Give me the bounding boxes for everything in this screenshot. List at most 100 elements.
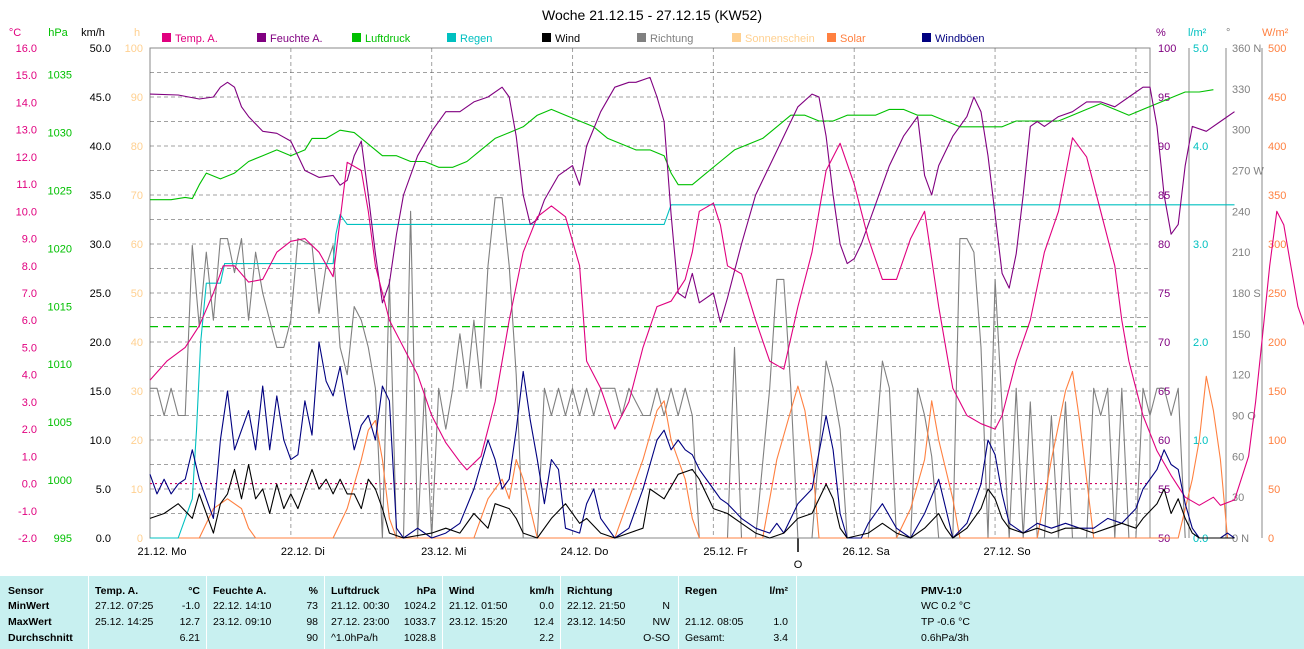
avg-value: 90 [306, 632, 318, 644]
col-humidity: Feuchte A. % 22.12. 14:10 73 23.12. 09:1… [206, 576, 324, 649]
axis-tick-label: 10 [131, 484, 143, 496]
axis-tick-label: -1.0 [18, 506, 37, 518]
max-value: 1033.7 [403, 616, 436, 628]
legend-swatch [827, 33, 836, 42]
min-time: 21.12. 01:50 [449, 600, 508, 612]
col-title: PMV-1:0 [921, 585, 962, 597]
max-value: 1.0 [773, 616, 788, 628]
max-time: 23.12. 15:20 [449, 616, 508, 628]
series-lines [149, 76, 1304, 539]
legend-swatch [447, 33, 456, 42]
total-value: 3.4 [773, 632, 788, 644]
max-time: 23.12. 09:10 [213, 616, 272, 628]
axis-tick-label: 15.0 [90, 386, 111, 398]
max-value: NW [652, 616, 671, 628]
axis-tick-label: 360 N [1232, 43, 1261, 55]
max-value: 12.4 [533, 616, 554, 628]
axis-tick-label: 50 [1158, 533, 1170, 545]
axis-tick-label: 2.0 [1193, 337, 1208, 349]
statistics-table: Sensor MinWert MaxWert Durchschnitt Temp… [0, 576, 1304, 649]
axis-tick-label: 1000 [48, 475, 72, 487]
axis-tick-label: 270 W [1232, 166, 1264, 178]
axis-tick-label: 300 [1268, 239, 1286, 251]
col-wind: Wind km/h 21.12. 01:50 0.0 23.12. 15:20 … [442, 576, 560, 649]
axis-tick-label: 350 [1268, 190, 1286, 202]
axis-tick-label: 0 N [1232, 533, 1249, 545]
legend-label: Wind [555, 33, 580, 45]
axis-tick-label: 3.0 [22, 397, 37, 409]
max-time: 25.12. 14:25 [95, 616, 154, 628]
axis-tick-label: 40.0 [90, 141, 111, 153]
axis-tick-label: 80 [1158, 239, 1170, 251]
avg-value: 6.21 [179, 632, 200, 644]
axis-tick-label: 45.0 [90, 92, 111, 104]
axis-tick-label: 3.0 [1193, 239, 1208, 251]
legend-label: Temp. A. [175, 33, 218, 45]
axis-tick-label: 200 [1268, 337, 1286, 349]
legend: Temp. A. Feuchte A. Luftdruck Regen Wind Rich… [162, 33, 985, 45]
axis-unit-label: hPa [48, 27, 68, 39]
axis-tick-label: 120 [1232, 370, 1250, 382]
axis-tick-label: 1035 [48, 70, 72, 82]
col-title: Regen [685, 585, 718, 597]
axis-tick-label: 1015 [48, 301, 72, 313]
min-value: 1024.2 [403, 600, 436, 612]
axis-tick-label: 12.0 [16, 152, 37, 164]
axis-tick-label: 60 [1232, 451, 1244, 463]
avg-value: 1028.8 [403, 632, 436, 644]
col-temp: Temp. A. °C 27.12. 07:25 -1.0 25.12. 14:… [88, 576, 206, 649]
min-time: 22.12. 14:10 [213, 600, 272, 612]
weather-chart: Woche 21.12.15 - 27.12.15 (KW52) 16.0 15.… [8, 7, 1304, 571]
axis-tick-label: 7.0 [22, 288, 37, 300]
axis-tick-label: 65 [1158, 386, 1170, 398]
axis-tick-label: 1.0 [1193, 435, 1208, 447]
series-line-luftdruck [150, 89, 1214, 201]
min-value: 0.0 [539, 600, 554, 612]
axis-tick-label: 40 [131, 337, 143, 349]
axis-tick-label: 1005 [48, 417, 72, 429]
axis-tick-label: 70 [131, 190, 143, 202]
x-tick-label: 24.12. Do [561, 546, 609, 558]
axis-tick-label: 5.0 [1193, 43, 1208, 55]
x-tick-label: 27.12. So [984, 546, 1031, 558]
legend-swatch [637, 33, 646, 42]
col-unit: l/m² [769, 585, 788, 597]
axis-tick-label: 75 [1158, 288, 1170, 300]
col-title: Sensor [8, 585, 44, 597]
axis-tick-label: 180 S [1232, 288, 1261, 300]
x-tick-label: 22.12. Di [281, 546, 325, 558]
axis-tick-label: 80 [131, 141, 143, 153]
axis-tick-label: 500 [1268, 43, 1286, 55]
axis-tick-label: 450 [1268, 92, 1286, 104]
axis-tick-label: 20.0 [90, 337, 111, 349]
max-value: 98 [306, 616, 318, 628]
col-title: Richtung [567, 585, 613, 597]
min-time: 27.12. 07:25 [95, 600, 154, 612]
legend-swatch [257, 33, 266, 42]
col-title: Wind [449, 585, 475, 597]
col-direction: Richtung 22.12. 21:50 N 23.12. 14:50 NW … [560, 576, 678, 649]
max-time: 27.12. 23:00 [331, 616, 390, 628]
legend-swatch [542, 33, 551, 42]
min-value: N [662, 600, 670, 612]
axis-tick-label: 150 [1268, 386, 1286, 398]
axis-tick-label: 14.0 [16, 97, 37, 109]
axis-tick-label: 995 [54, 533, 72, 545]
legend-label: Sonnenschein [745, 33, 815, 45]
bottom-marker: O [794, 559, 803, 571]
col-title: Temp. A. [95, 585, 139, 597]
axis-tick-label: 100 [1158, 43, 1176, 55]
axis-tick-label: 0.0 [22, 479, 37, 491]
legend-swatch [352, 33, 361, 42]
axis-tick-label: 1030 [48, 128, 72, 140]
axis-tick-label: 15.0 [16, 70, 37, 82]
axis-tick-label: 11.0 [16, 179, 37, 191]
series-line-richtung [150, 197, 1186, 539]
avg-value: 2.2 [539, 632, 554, 644]
axis-tick-label: 4.0 [1193, 141, 1208, 153]
x-axis-labels: 21.12. Mo 22.12. Di 23.12. Mi 24.12. Do 25.1… [138, 546, 1031, 558]
legend-label: Windböen [935, 33, 985, 45]
axis-tick-label: 150 [1232, 329, 1250, 341]
axis-tick-label: 4.0 [22, 370, 37, 382]
col-title: Feuchte A. [213, 585, 267, 597]
